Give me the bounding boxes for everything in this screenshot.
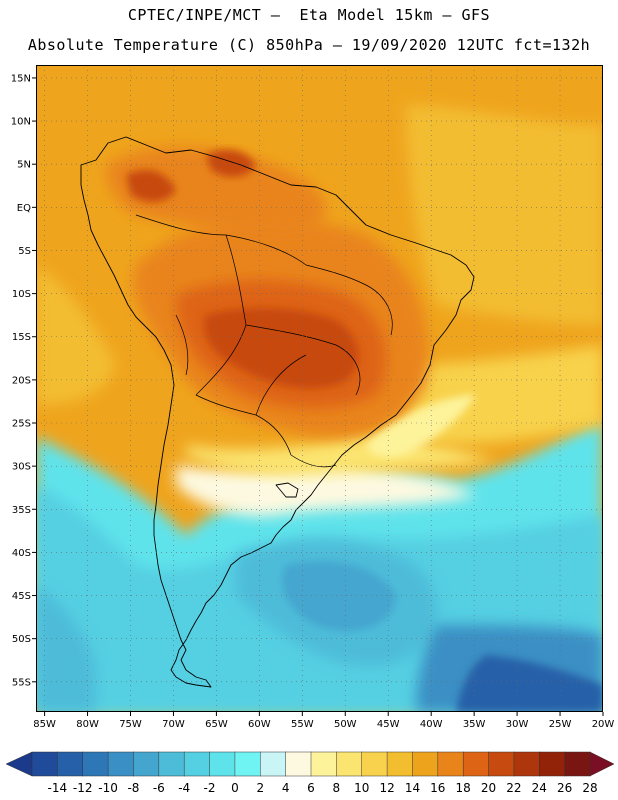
colorbar-label: 20 — [481, 781, 496, 795]
latitude-label: 15N — [11, 73, 31, 84]
temperature-map — [36, 65, 603, 712]
map-canvas — [36, 65, 603, 712]
colorbar-label: 12 — [379, 781, 394, 795]
colorbar-label: 28 — [582, 781, 597, 795]
colorbar-label: 10 — [354, 781, 369, 795]
longitude-label: 70W — [162, 719, 185, 730]
colorbar-swatch — [82, 751, 109, 777]
longitude-label: 65W — [205, 719, 228, 730]
colorbar-label: 16 — [430, 781, 445, 795]
colorbar-swatch — [234, 751, 261, 777]
colorbar-label: 0 — [231, 781, 239, 795]
color-scale-legend: -14 -12 -10 -8 -6 -4 -2 0 2 4 6 8 10 12 14 16 18 20 22 24 26… — [5, 751, 615, 795]
longitude-label: 80W — [76, 719, 99, 730]
colorbar-swatch — [310, 751, 338, 777]
colorbar-swatch — [513, 751, 540, 777]
colorbar-swatch — [361, 751, 388, 777]
map-title-line2: Absolute Temperature (C) 850hPa – 19/09/… — [27, 36, 591, 54]
longitude-label: 35W — [463, 719, 486, 730]
colorbar-swatch — [336, 751, 363, 777]
temperature-field — [36, 65, 603, 712]
latitude-label: 15S — [12, 332, 31, 343]
colorbar-swatch — [31, 751, 59, 777]
coastline — [80, 136, 475, 688]
colorbar-swatch — [539, 751, 566, 777]
longitude-label: 50W — [334, 719, 357, 730]
longitude-label: 85W — [33, 719, 56, 730]
colorbar-label: 6 — [307, 781, 315, 795]
colorbar-underflow-arrow — [5, 751, 33, 777]
longitude-label: 20W — [592, 719, 615, 730]
longitude-label: 25W — [549, 719, 572, 730]
longitude-label: 45W — [377, 719, 400, 730]
colorbar-swatch — [564, 751, 591, 777]
colorbar-swatch — [209, 751, 236, 777]
colorbar-label: 4 — [282, 781, 290, 795]
map-title-line1: CPTEC/INPE/MCT – Eta Model 15km – GFS — [127, 6, 491, 24]
colorbar-overflow-arrow — [589, 751, 615, 777]
longitude-label: 40W — [420, 719, 443, 730]
colorbar-label: -6 — [153, 781, 165, 795]
longitude-label: 60W — [248, 719, 271, 730]
colorbar-swatch — [183, 751, 211, 777]
latitude-label: 20S — [12, 375, 31, 386]
latitude-label: 50S — [12, 634, 31, 645]
longitude-axis: 85W 80W 75W 70W 65W 60W 55W 50W 45W 40W 35W 30W 25W 2… — [33, 712, 615, 730]
colorbar-label: -14 — [48, 781, 68, 795]
longitude-label: 55W — [291, 719, 314, 730]
colorbar-swatch — [488, 751, 515, 777]
country-borders — [135, 214, 393, 468]
colorbar-label: -10 — [98, 781, 118, 795]
colorbar-swatch — [386, 751, 414, 777]
colorbar-label: 22 — [506, 781, 521, 795]
longitude-label: 75W — [119, 719, 142, 730]
latitude-label: 25S — [12, 419, 31, 430]
colorbar-swatch — [462, 751, 490, 777]
colorbar-label: -4 — [178, 781, 190, 795]
latitude-label: 5S — [18, 246, 31, 257]
longitude-label: 30W — [506, 719, 529, 730]
colorbar-swatch — [57, 751, 84, 777]
colorbar-swatch — [437, 751, 464, 777]
colorbar-swatch — [285, 751, 312, 777]
latitude-label: 10S — [12, 289, 31, 300]
latitude-label: 10N — [11, 117, 31, 128]
latitude-axis: 15N 10N 5N EQ 5S 10S 15S 20S 25S 30S 35S 40S 45S 50S 5… — [11, 73, 36, 688]
latitude-label: 35S — [12, 505, 31, 516]
colorbar-label: -12 — [73, 781, 93, 795]
colorbar-label: 26 — [557, 781, 572, 795]
map-frame — [36, 65, 603, 712]
colorbar-swatch — [260, 751, 287, 777]
latitude-label: 45S — [12, 591, 31, 602]
colorbar-swatch — [107, 751, 135, 777]
latitude-label: 5N — [17, 160, 31, 171]
colorbar-swatch — [133, 751, 160, 777]
colorbar-label: 2 — [256, 781, 264, 795]
latitude-label: EQ — [17, 203, 31, 214]
colorbar-label: -2 — [204, 781, 216, 795]
colorbar-label: 24 — [532, 781, 547, 795]
latitude-label: 40S — [12, 548, 31, 559]
colorbar-label: -8 — [127, 781, 139, 795]
latitude-label: 30S — [12, 462, 31, 473]
colorbar-label: 18 — [456, 781, 471, 795]
latitude-label: 55S — [12, 677, 31, 688]
colorbar-label: 14 — [405, 781, 420, 795]
colorbar-swatch — [158, 751, 185, 777]
colorbar-label: 8 — [333, 781, 341, 795]
colorbar-swatch — [412, 751, 439, 777]
